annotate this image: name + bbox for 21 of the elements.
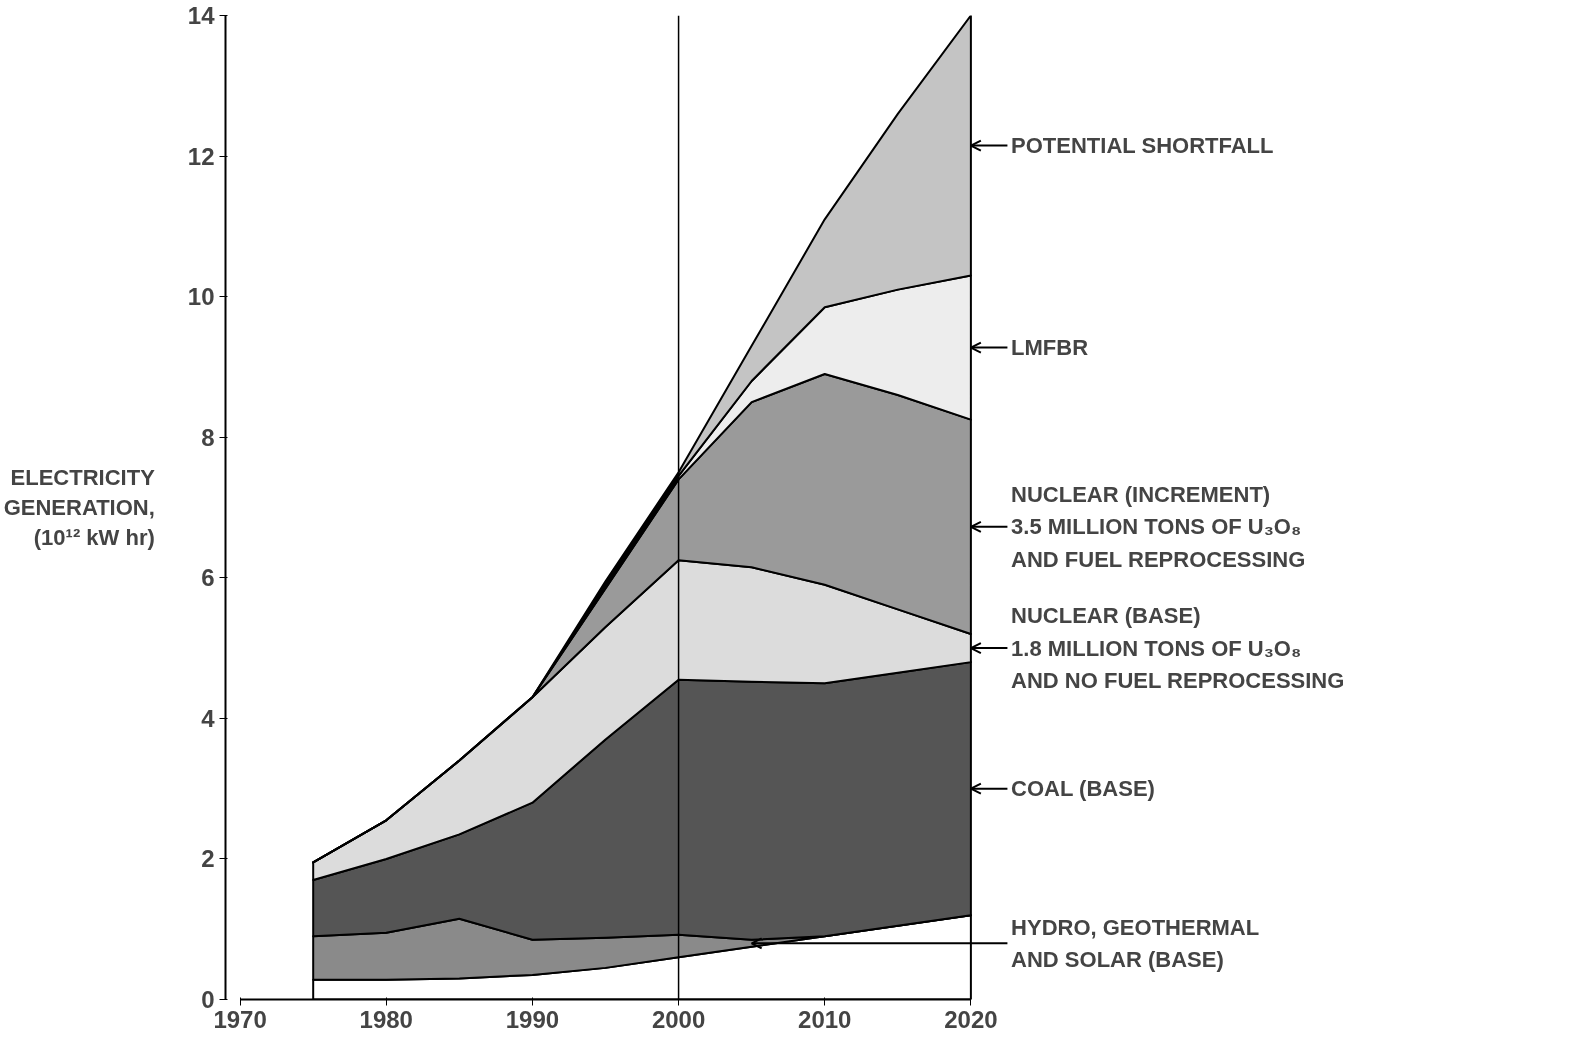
y-axis-title: ELECTRICITY GENERATION, (10¹² kW hr) [3, 465, 156, 550]
x-tick-label: 1980 [359, 1005, 413, 1033]
y-tick-label: 8 [201, 423, 215, 451]
y-tick-label: 4 [201, 704, 216, 732]
legend-label: COAL (BASE) [1011, 776, 1155, 802]
x-tick-label: 2020 [944, 1005, 998, 1033]
y-tick-label: 12 [187, 142, 215, 170]
y-tick-label: 10 [187, 283, 215, 311]
x-tick-label: 1970 [213, 1005, 267, 1033]
legend-label: LMFBR [1011, 335, 1089, 361]
y-tick-label: 0 [201, 986, 215, 1013]
legend-label: NUCLEAR (INCREMENT) 3.5 MILLION TONS OF U₃O₈ AND FUEL REPROCESSING [1011, 481, 1306, 572]
x-tick-label: 1990 [505, 1005, 560, 1033]
x-tick-label: 2000 [651, 1005, 706, 1033]
series-label: HYDRO, GEOTHERMAL AND SOLAR (BASE) [1011, 914, 1260, 973]
y-tick-label: 2 [201, 845, 215, 873]
y-tick-label: 6 [201, 564, 215, 592]
legend-label: POTENTIAL SHORTFALL [1011, 133, 1274, 159]
y-tick-label: 14 [187, 2, 216, 29]
legend-label: NUCLEAR (BASE) 1.8 MILLION TONS OF U₃O₈ AND NO FUEL REPROCESSING [1011, 603, 1345, 694]
x-tick-label: 2010 [798, 1005, 852, 1033]
